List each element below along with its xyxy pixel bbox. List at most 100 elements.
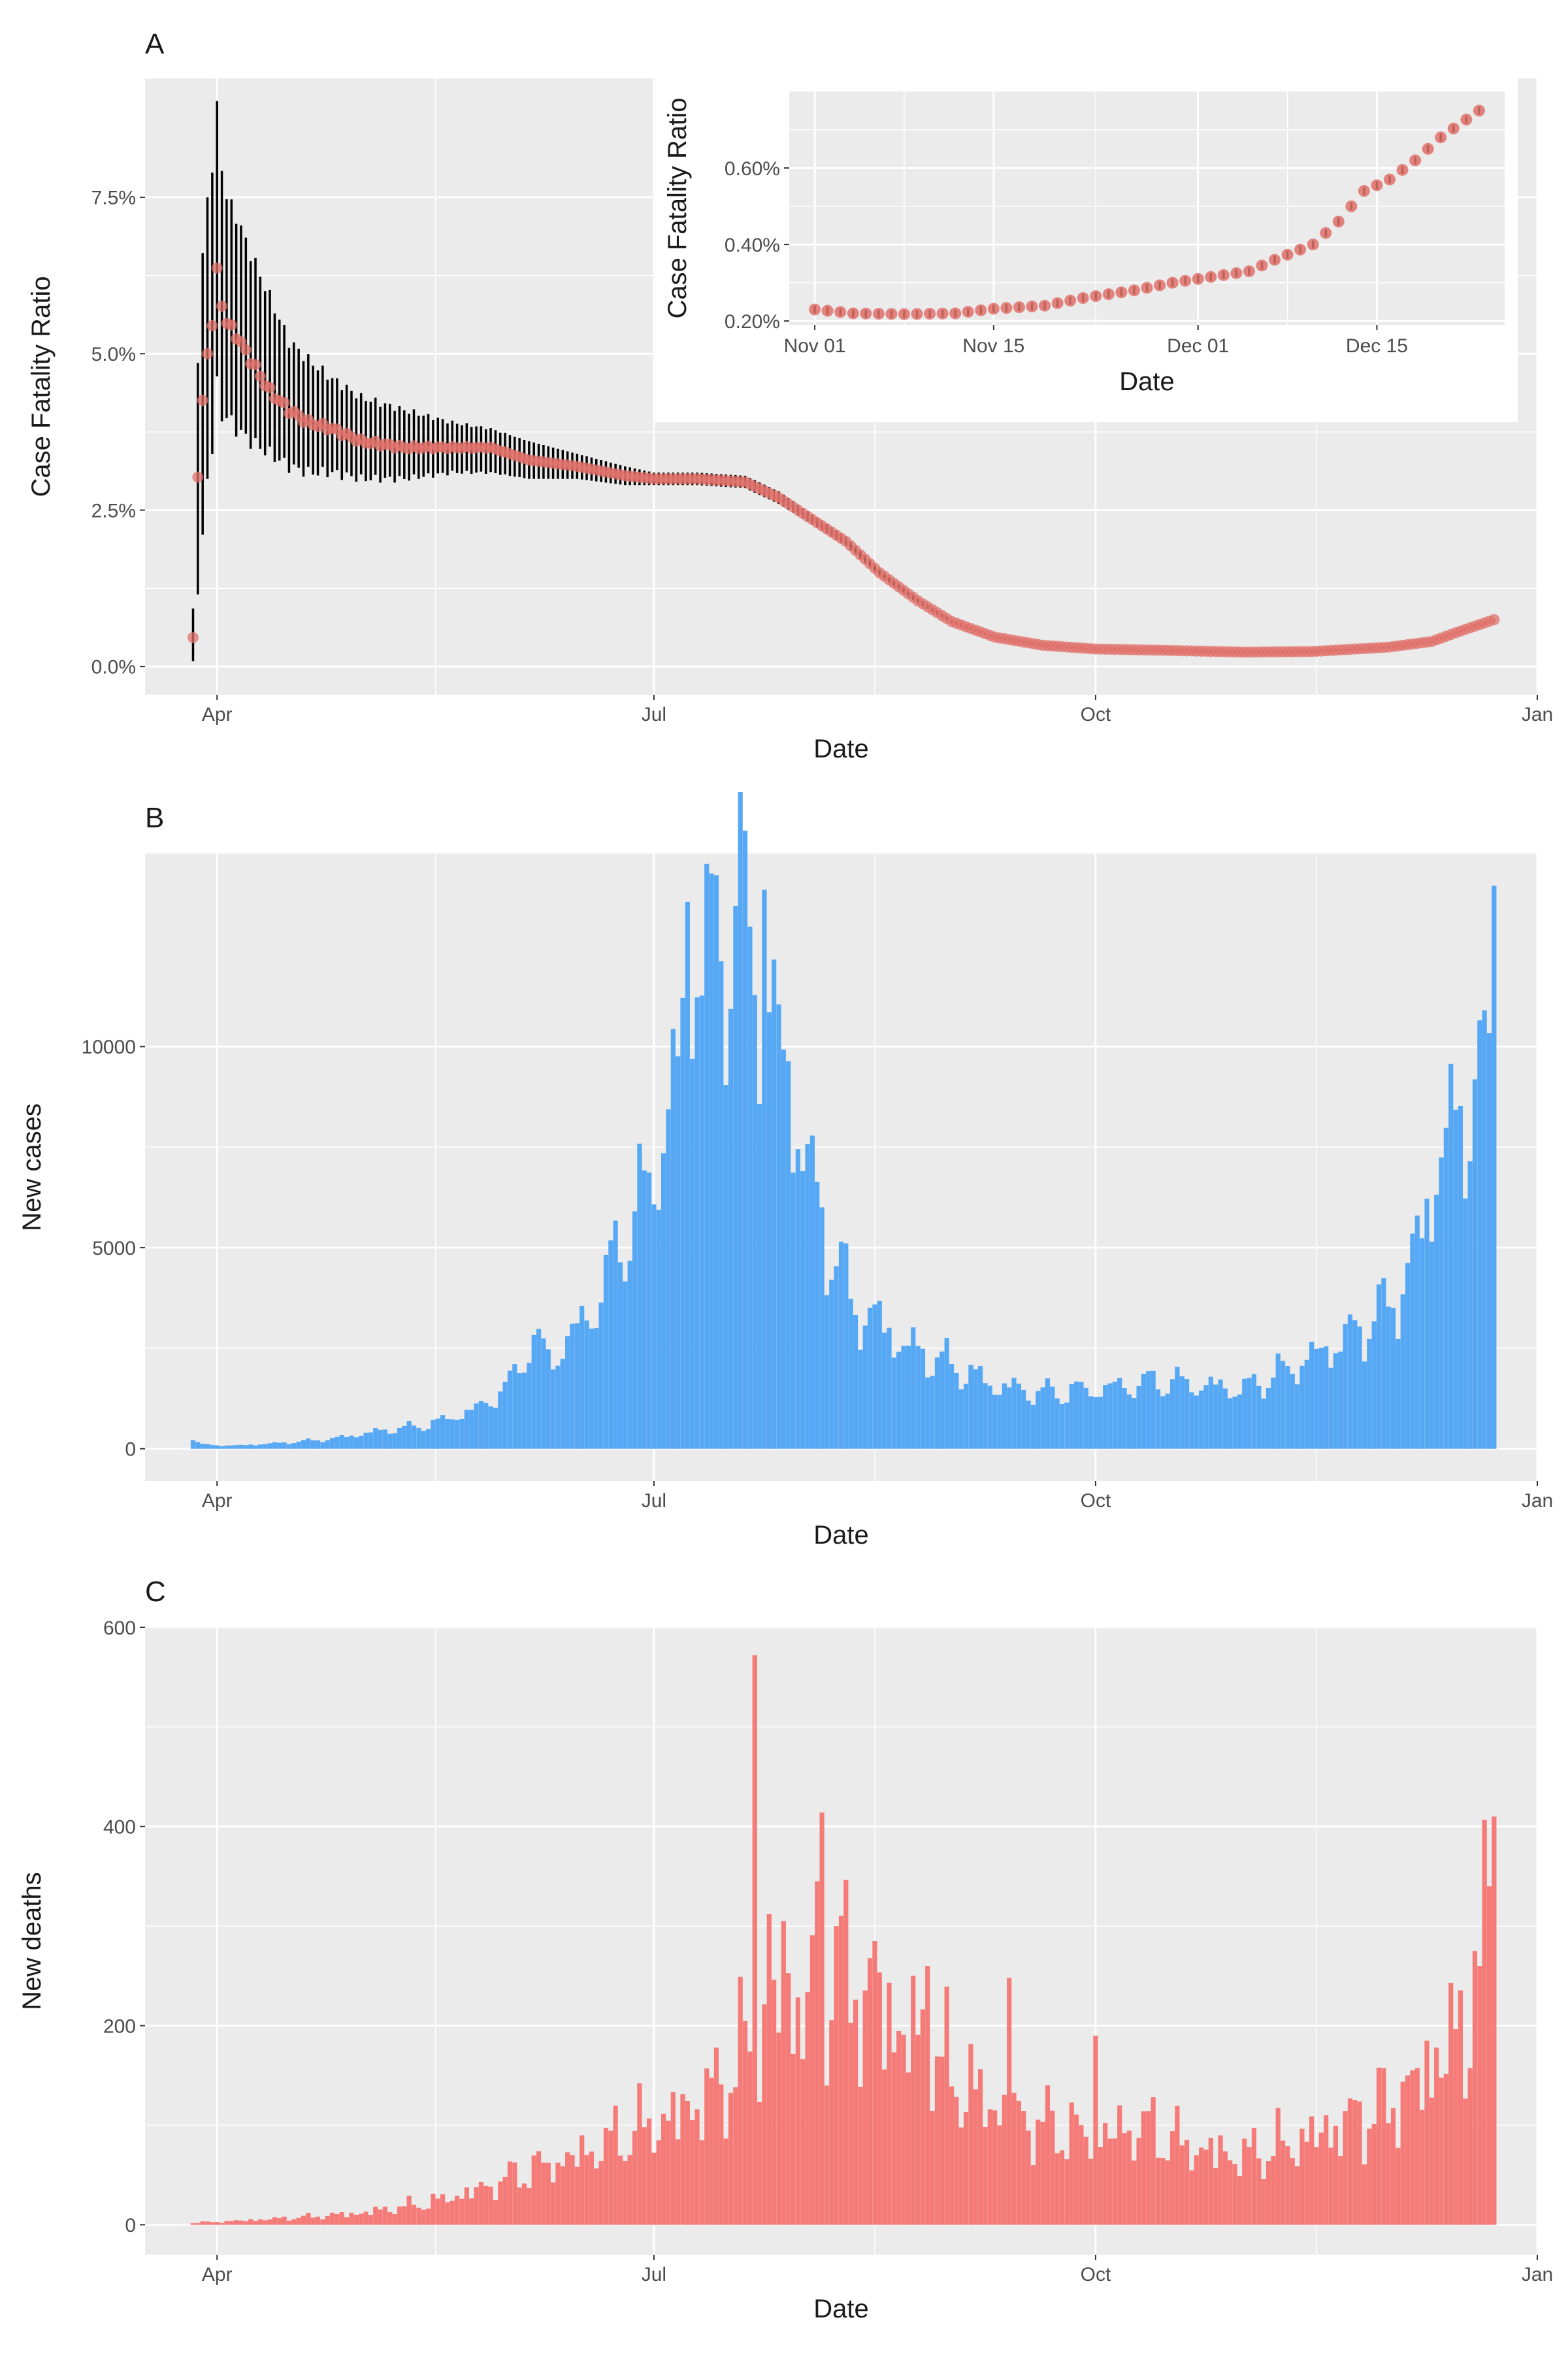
cases-bar	[651, 1204, 657, 1449]
deaths-bar	[1103, 2123, 1108, 2225]
deaths-bar	[963, 2112, 969, 2225]
cases-bar	[580, 1306, 585, 1449]
deaths-bar	[1424, 2040, 1429, 2225]
deaths-bar	[603, 2127, 609, 2225]
cfr-point	[1488, 614, 1500, 625]
cases-bar	[954, 1372, 959, 1449]
cases-bar	[267, 1443, 272, 1449]
deaths-bar	[1390, 2108, 1396, 2225]
x-tick-label: Jan	[1522, 704, 1553, 725]
deaths-bar	[834, 1926, 839, 2225]
deaths-bar	[449, 2200, 455, 2225]
x-tick-label: Oct	[1081, 2264, 1111, 2285]
inset-point	[962, 306, 974, 318]
cases-bar	[1343, 1323, 1348, 1449]
deaths-bar	[1256, 2158, 1262, 2225]
deaths-bar	[253, 2221, 258, 2225]
inset-point	[1217, 269, 1230, 281]
deaths-bar	[906, 2072, 911, 2225]
cases-bar	[858, 1350, 863, 1449]
cases-bar	[920, 1348, 926, 1449]
deaths-bar	[795, 1997, 800, 2225]
deaths-bar	[1458, 1990, 1463, 2225]
cases-bar	[906, 1346, 911, 1449]
inset-point	[1396, 163, 1409, 176]
cases-bar	[1026, 1401, 1031, 1449]
cfr-point	[202, 348, 214, 359]
deaths-bar	[286, 2220, 292, 2225]
deaths-bar	[416, 2208, 421, 2225]
cases-bar	[301, 1440, 306, 1449]
cases-bar	[925, 1377, 930, 1449]
deaths-bar	[623, 2161, 628, 2225]
cases-bar	[1165, 1393, 1170, 1449]
deaths-bar	[570, 2155, 575, 2225]
x-tick-label: Oct	[1081, 704, 1111, 725]
cases-bar	[1434, 1195, 1439, 1449]
cases-bar	[1122, 1388, 1127, 1449]
cases-bar	[449, 1419, 455, 1449]
cases-bar	[1352, 1320, 1358, 1449]
cases-bar	[1117, 1378, 1122, 1449]
x-tick-label: Jul	[642, 1490, 666, 1512]
y-tick-label: 0.0%	[91, 657, 136, 678]
deaths-bar	[800, 2059, 806, 2225]
deaths-bar	[1146, 2111, 1151, 2225]
deaths-bar	[1448, 1982, 1454, 2225]
cases-bar	[699, 995, 705, 1449]
inset-point	[1051, 297, 1064, 309]
deaths-bar	[541, 2163, 546, 2225]
cases-bar	[1338, 1352, 1343, 1449]
cases-bar	[1016, 1384, 1021, 1449]
deaths-bar	[1453, 2029, 1458, 2225]
deaths-bar	[257, 2219, 263, 2225]
deaths-bar	[421, 2210, 426, 2225]
deaths-bar	[1371, 2123, 1377, 2225]
cases-bar	[344, 1436, 350, 1449]
deaths-bar	[392, 2214, 397, 2225]
cases-bar	[402, 1425, 407, 1449]
cases-bar	[214, 1445, 220, 1449]
cases-bar	[713, 875, 719, 1449]
cases-bar	[1112, 1382, 1117, 1449]
inset-point	[1281, 248, 1294, 261]
deaths-bar	[488, 2186, 493, 2225]
deaths-bar	[997, 2125, 1002, 2225]
deaths-bar	[402, 2206, 407, 2225]
cases-bar	[762, 889, 767, 1449]
cases-bar	[1045, 1378, 1051, 1449]
deaths-bar	[920, 2009, 926, 2225]
x-tick-label: Jul	[642, 2264, 666, 2285]
cases-bar	[853, 1314, 858, 1449]
cases-bar	[805, 1144, 810, 1449]
cases-bar	[1160, 1396, 1166, 1449]
inset-point	[1294, 243, 1307, 256]
cases-bar	[527, 1363, 532, 1449]
cases-bar	[704, 863, 710, 1449]
deaths-bar	[809, 1935, 815, 2225]
deaths-bar	[1400, 2082, 1405, 2225]
deaths-bar	[1280, 2140, 1286, 2225]
deaths-bar	[656, 2140, 661, 2225]
deaths-bar	[527, 2187, 532, 2225]
inset-point	[1115, 286, 1128, 299]
cases-bar	[1347, 1314, 1353, 1449]
deaths-bar	[435, 2198, 440, 2225]
y-tick-label: 2.5%	[91, 500, 136, 522]
inset-point	[1141, 282, 1153, 294]
deaths-bar	[781, 1921, 786, 2225]
cases-bar	[224, 1445, 229, 1449]
cases-bar	[1467, 1161, 1473, 1449]
cases-bar	[1324, 1346, 1329, 1449]
cases-bar	[1390, 1308, 1396, 1449]
deaths-bar	[1410, 2070, 1415, 2225]
cases-bar	[1203, 1385, 1209, 1449]
deaths-bar	[690, 2120, 695, 2225]
deaths-bar	[1213, 2168, 1218, 2225]
deaths-bar	[766, 1914, 772, 2225]
deaths-bar	[1429, 2097, 1434, 2225]
cases-bar	[546, 1349, 551, 1449]
cases-bar	[1405, 1263, 1411, 1449]
deaths-bar	[1098, 2147, 1103, 2225]
cases-bar	[1376, 1284, 1382, 1449]
